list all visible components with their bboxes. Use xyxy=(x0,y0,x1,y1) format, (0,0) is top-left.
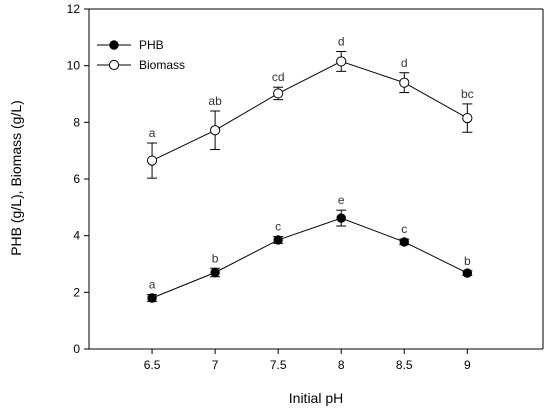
y-tick-label: 4 xyxy=(73,229,80,243)
y-tick-label: 10 xyxy=(67,59,81,73)
significance-letter: a xyxy=(149,126,156,140)
legend-item-phb: PHB xyxy=(97,38,164,52)
series-phb: a b c e c b xyxy=(147,193,473,303)
data-point xyxy=(210,267,220,278)
significance-letter: cd xyxy=(272,70,285,84)
legend: PHB Biomass xyxy=(97,38,185,72)
data-point xyxy=(336,213,346,223)
x-tick-label: 7.5 xyxy=(270,358,287,372)
significance-letter: c xyxy=(401,222,407,236)
series-line xyxy=(151,60,468,162)
legend-marker xyxy=(108,59,120,71)
significance-letter: b xyxy=(212,251,219,265)
legend-marker xyxy=(109,40,119,50)
significance-letter: b xyxy=(464,254,471,268)
y-tick-label: 8 xyxy=(73,115,80,129)
y-axis-title: PHB (g/L), Biomass (g/L) xyxy=(8,100,24,256)
significance-letter: bc xyxy=(461,87,474,101)
y-tick-label: 2 xyxy=(73,285,80,299)
legend-label: Biomass xyxy=(139,58,185,72)
x-tick-label: 8 xyxy=(338,358,345,372)
x-tick-label: 7 xyxy=(212,358,219,372)
y-ticks: 0 2 4 6 8 10 12 xyxy=(67,2,89,356)
significance-letter: d xyxy=(401,56,408,70)
x-tick-label: 8.5 xyxy=(396,358,413,372)
significance-letter: ab xyxy=(208,94,222,108)
significance-letter: e xyxy=(338,193,345,207)
data-point xyxy=(399,237,409,247)
x-axis-title: Initial pH xyxy=(289,390,343,406)
series-line xyxy=(151,217,468,299)
significance-letter: c xyxy=(275,220,281,234)
x-tick-label: 9 xyxy=(464,358,471,372)
data-point xyxy=(147,293,157,303)
significance-letter: d xyxy=(338,35,345,49)
data-point xyxy=(273,235,283,245)
y-tick-label: 6 xyxy=(73,172,80,186)
series-biomass: a ab cd d d bc xyxy=(146,35,474,179)
data-point xyxy=(336,56,347,67)
data-point xyxy=(146,155,158,166)
data-point xyxy=(273,88,284,99)
significance-letter: a xyxy=(149,278,156,292)
y-tick-label: 0 xyxy=(73,342,80,356)
data-point xyxy=(462,112,473,124)
x-tick-label: 6.5 xyxy=(144,358,161,372)
data-point xyxy=(210,125,221,136)
data-point xyxy=(399,77,410,88)
legend-item-biomass: Biomass xyxy=(97,58,185,72)
x-ticks: 6.5 7 7.5 8 8.5 9 xyxy=(144,349,471,372)
legend-label: PHB xyxy=(139,38,164,52)
y-tick-label: 12 xyxy=(67,2,81,16)
data-point xyxy=(462,268,473,278)
